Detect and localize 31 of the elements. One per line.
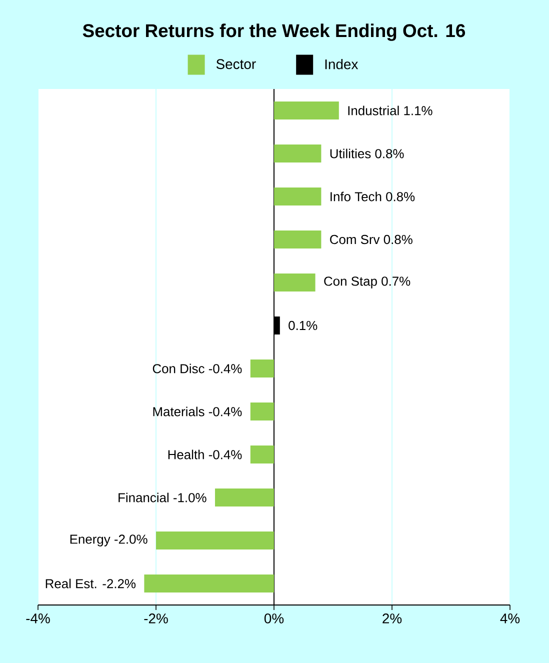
bar — [250, 402, 274, 420]
bar — [144, 574, 274, 592]
bar — [274, 144, 322, 162]
bar — [274, 273, 316, 292]
data-label: Con Stap 0.7% — [324, 276, 410, 288]
data-label: Info Tech 0.8% — [330, 192, 415, 202]
bar — [250, 359, 274, 378]
x-tick-label: 4% — [500, 614, 520, 624]
data-label: Industrial 1.1% — [348, 106, 432, 116]
bar — [274, 230, 322, 248]
data-label: Materials -0.4% — [153, 406, 242, 416]
data-label: Utilities 0.8% — [330, 148, 404, 158]
legend-label: Index — [325, 59, 358, 70]
data-label: Com Srv 0.8% — [330, 234, 412, 244]
bar — [156, 532, 274, 550]
chart-title: Sector Returns for the Week Ending Oct. 16 — [82, 24, 466, 41]
data-label: Real Est. -2.2% — [46, 578, 136, 588]
x-tick-label: 2% — [382, 614, 402, 624]
bar — [274, 101, 339, 120]
bar — [274, 187, 322, 206]
data-label: 0.1% — [288, 320, 318, 330]
bar — [215, 488, 274, 506]
data-label: Energy -2.0% — [70, 534, 148, 546]
x-tick-label: -2% — [144, 614, 168, 624]
x-tick-label: -4% — [26, 614, 50, 624]
data-label: Con Disc -0.4% — [152, 364, 242, 374]
x-tick-label: 0% — [264, 614, 284, 624]
bar — [250, 446, 274, 464]
legend-label: Sector — [216, 59, 256, 70]
data-label: Financial -1.0% — [118, 492, 206, 502]
data-label: Health -0.4% — [168, 450, 242, 460]
